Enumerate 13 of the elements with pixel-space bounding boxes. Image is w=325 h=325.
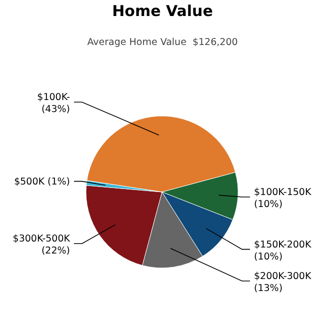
chart-subtitle: Average Home Value $126,200 [87,37,238,48]
data-label: (10%) [254,251,283,262]
slice-label: $500K (1%) [14,176,70,188]
slice-label: $100K-150K [254,187,312,198]
slice-label: $200K-300K [254,270,312,282]
data-label: (13%) [254,282,283,294]
data-label: (10%) [254,199,283,210]
data-label: (22%) [41,246,70,257]
slice-label: $100K- [37,92,70,104]
slice-label: $300K-500K [12,234,71,245]
data-label: (43%) [41,104,70,116]
chart-title: Home Value [112,2,213,20]
slice-label: $150K-200K [254,239,312,250]
